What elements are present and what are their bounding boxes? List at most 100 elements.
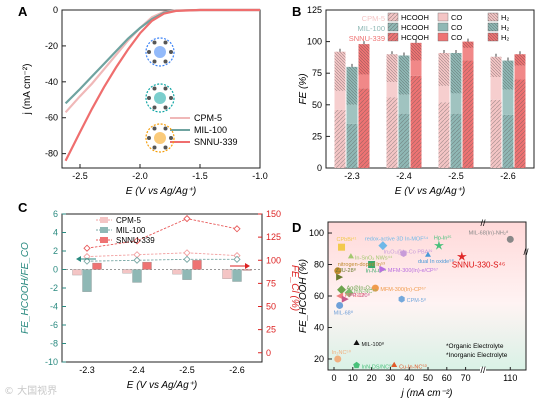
x-axis-label: E (V vs Ag/Ag⁺) (395, 186, 465, 197)
fecl-marker (183, 249, 191, 257)
y-tick-label: -40 (45, 77, 58, 87)
ratio-bar (182, 269, 192, 280)
point-circle (334, 355, 342, 363)
point-circle (371, 284, 379, 292)
y-tick-label: 125 (307, 5, 322, 15)
bar-hcooh-pattern (502, 114, 514, 168)
bar-co (410, 60, 422, 76)
fecl-marker (83, 244, 91, 252)
y-tick-label: 100 (309, 228, 324, 238)
x-tick-label: -2.4 (129, 365, 145, 375)
bar-hcooh-pattern (398, 113, 410, 168)
legend-product: HCOOH (401, 23, 429, 32)
y-left-tick-label: 0 (53, 265, 58, 275)
structure-node (152, 105, 157, 110)
y-axis-label: j (mA cm⁻²) (22, 64, 33, 116)
right-axis-arrowhead (245, 263, 250, 269)
x-tick-label: -2.0 (132, 171, 148, 181)
footnote: *Inorganic Electrolyte (446, 352, 508, 359)
structure-node (163, 126, 168, 131)
structure-core (154, 132, 166, 144)
y-left-axis-label: FE_HCOOH/FE_CO (20, 242, 31, 334)
legend-swatch (100, 217, 108, 223)
ratio-bar (92, 262, 102, 270)
y-tick-label: 60 (314, 291, 324, 301)
bar-hcooh-pattern (462, 60, 474, 169)
bar-hcooh-pattern (450, 113, 462, 168)
point-triangle-right (379, 265, 387, 273)
legend-product: H₂ (501, 13, 509, 22)
y-right-tick-label: 125 (266, 232, 281, 242)
ratio-bar (222, 269, 232, 279)
point-square (338, 243, 346, 251)
ratio-bar (232, 269, 242, 282)
panel-label-a: A (18, 4, 28, 19)
point-triangle-left (336, 292, 344, 300)
legend-swatch-pattern (488, 13, 498, 21)
x-tick-label: 110 (503, 373, 517, 383)
x-tick-label: -2.3 (79, 365, 95, 375)
point-diamond (337, 285, 347, 295)
bar-co (346, 104, 358, 124)
legend-product: H₂ (501, 33, 509, 42)
x-axis-label: j (mA cm⁻²) (399, 388, 452, 399)
ratio-bar (72, 269, 82, 276)
structure-node (163, 105, 168, 110)
y-left-tick-label: 4 (53, 228, 58, 238)
point-diamond (344, 288, 354, 298)
y-axis-label: FE (%) (298, 73, 309, 104)
bar-h2-pattern (502, 60, 514, 90)
x-axis-label: E (V vs Ag/Ag⁺) (126, 186, 196, 197)
structure-node (152, 145, 157, 150)
point-label: MFM-300(In)-e/CP⁵⁷ (388, 267, 438, 274)
bar-h2-pattern (490, 56, 502, 77)
point-label: In₂O₃@In-Co PBA²⁹ (384, 248, 433, 255)
y-right-tick-label: 75 (266, 278, 276, 288)
legend-label: SNNU-339 (194, 137, 238, 147)
crystal-structure-illustration (145, 37, 175, 153)
structure-node (163, 59, 168, 64)
plot-frame (325, 9, 535, 169)
break-gap (480, 367, 486, 373)
x-tick-label: 70 (461, 373, 471, 383)
fecl-marker (183, 255, 191, 263)
bar-hcooh-pattern (410, 75, 422, 168)
structure-node (147, 50, 151, 54)
bar-hcooh-pattern (438, 102, 450, 168)
bar-co (462, 47, 474, 61)
y-tick-label: 20 (314, 354, 324, 364)
point-label: In₂NC⁵⁰ (332, 349, 352, 356)
point-label: nitrogen-doped In⁵³ (338, 261, 385, 268)
panel-label-d: D (292, 220, 301, 235)
fecl-marker (133, 256, 141, 264)
x-tick-label: 10 (348, 373, 358, 383)
point-label: InN-NC⁵⁰ (354, 288, 378, 295)
point-label: In-N-C⁵¹ (366, 268, 386, 275)
y-left-tick-label: -6 (50, 320, 58, 330)
bar-h2-pattern (346, 66, 358, 105)
left-axis-arrowhead (76, 256, 81, 262)
footnote: *Organic Electrolyte (446, 343, 504, 350)
y-tick-label: 25 (312, 131, 322, 141)
structure-node (169, 96, 173, 100)
y-tick-label: 75 (312, 68, 322, 78)
watermark: © 大国视界 (4, 386, 58, 397)
legend-swatch (100, 237, 108, 243)
fecl-line (86, 258, 237, 262)
y-tick-label: 80 (314, 260, 324, 270)
structure-node (163, 86, 168, 91)
bar-hcooh-pattern (346, 123, 358, 168)
legend-material: SNNU-339 (349, 34, 385, 43)
bar-hcooh-pattern (386, 97, 398, 168)
bar-co (490, 76, 502, 100)
point-circle (506, 235, 514, 243)
series-line-snnu-339 (64, 8, 260, 162)
point-label: dual In oxide⁵⁸ (418, 258, 454, 265)
y-right-tick-label: 0 (266, 348, 271, 358)
y-tick-label: 100 (307, 37, 322, 47)
point-label: MIL-100⁸ (362, 341, 385, 348)
point-hexagon (400, 250, 407, 257)
structure-ring (145, 83, 175, 113)
legend-swatch-pattern (488, 23, 498, 31)
bar-co (450, 93, 462, 114)
